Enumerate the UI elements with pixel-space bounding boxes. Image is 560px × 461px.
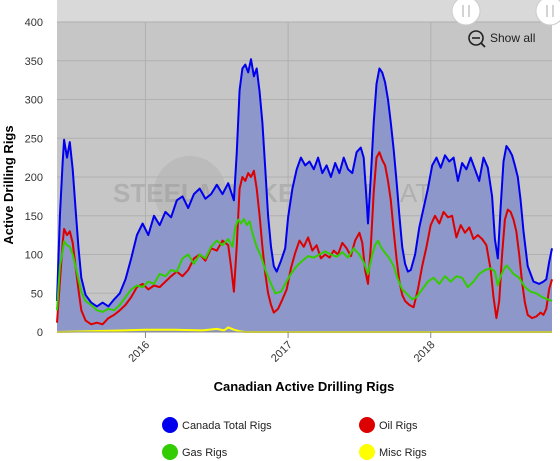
legend-marker-misc-rigs [359, 444, 375, 460]
x-axis-title: Canadian Active Drilling Rigs [214, 379, 395, 394]
slider-handle-icon[interactable] [451, 0, 481, 26]
legend-item-canada-total-rigs[interactable]: Canada Total Rigs [162, 417, 272, 433]
slider-handle-right[interactable] [535, 0, 560, 26]
y-tick-label-400: 400 [25, 17, 43, 29]
slider-handle[interactable] [451, 0, 481, 26]
series-line-oil-rigs[interactable] [56, 151, 553, 326]
legend-label-oil-rigs: Oil Rigs [379, 420, 418, 432]
y-axis: 0 50 100 150 200 250 300 350 400 [25, 17, 43, 339]
zoom-out-icon[interactable] [468, 30, 484, 46]
zoom-out-handle [480, 42, 486, 48]
x-tick-label-2016: 2016 [126, 339, 152, 365]
show-all-button[interactable]: Show all [468, 30, 535, 48]
legend-item-gas-rigs[interactable]: Gas Rigs [162, 444, 228, 460]
y-tick-label-300: 300 [25, 95, 43, 107]
y-tick-label-200: 200 [25, 172, 43, 184]
legend-label-gas-rigs: Gas Rigs [182, 447, 228, 459]
legend-marker-oil-rigs [359, 417, 375, 433]
legend-marker-canada-total-rigs [162, 417, 178, 433]
legend-label-misc-rigs: Misc Rigs [379, 447, 427, 459]
x-tick-label-2017: 2017 [269, 339, 295, 365]
y-tick-label-100: 100 [25, 250, 43, 262]
y-tick-label-50: 50 [31, 288, 43, 300]
slider-handle-right-icon[interactable] [535, 0, 560, 26]
legend-marker-gas-rigs [162, 444, 178, 460]
y-tick-label-250: 250 [25, 133, 43, 145]
series-line-canada-total-rigs[interactable] [56, 58, 553, 308]
x-axis: 2016 2017 2018 [57, 331, 552, 365]
legend-label-canada-total-rigs: Canada Total Rigs [182, 420, 272, 432]
legend-item-oil-rigs[interactable]: Oil Rigs [359, 417, 418, 433]
show-all-label[interactable]: Show all [490, 31, 535, 45]
y-tick-label-350: 350 [25, 56, 43, 68]
x-tick-label-2018: 2018 [412, 339, 438, 365]
legend: Canada Total Rigs Oil Rigs Gas Rigs Misc Ri… [162, 417, 427, 460]
legend-item-misc-rigs[interactable]: Misc Rigs [359, 444, 427, 460]
y-tick-label-0: 0 [37, 327, 43, 339]
navigator-track[interactable] [57, 0, 560, 22]
series-line-gas-rigs[interactable] [56, 217, 553, 313]
y-axis-title: Active Drilling Rigs [1, 125, 16, 244]
y-tick-label-150: 150 [25, 211, 43, 223]
